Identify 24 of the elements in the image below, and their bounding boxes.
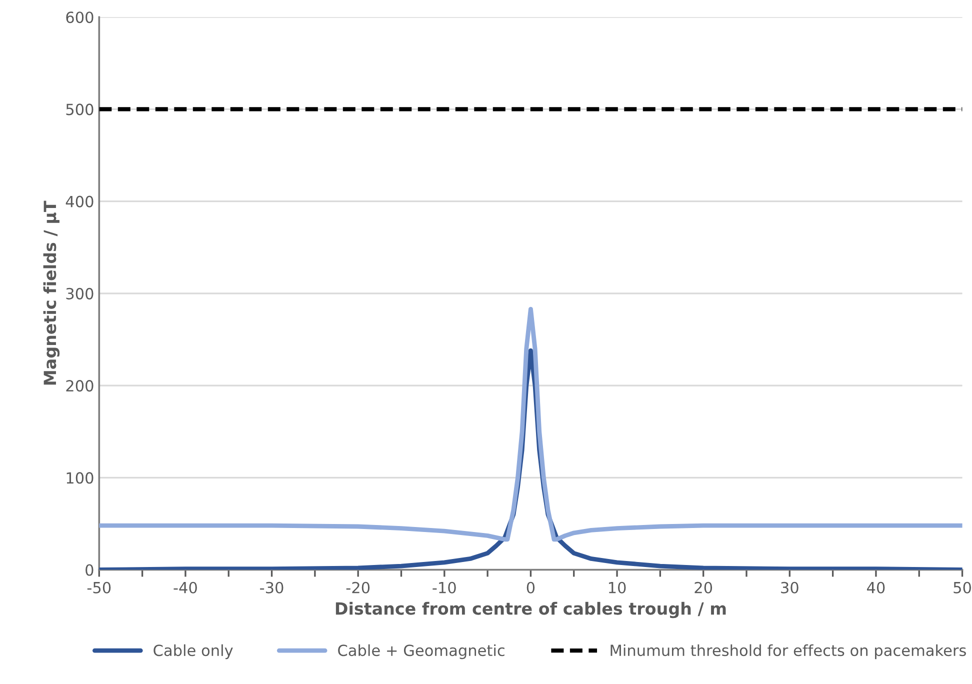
x-tick-label: 0 <box>526 582 535 594</box>
x-tick-label: -40 <box>174 582 197 594</box>
x-tick-label: 20 <box>694 582 712 594</box>
legend-label: Cable only <box>154 644 233 660</box>
line-series <box>99 306 962 542</box>
y-tick-label: 0 <box>86 564 94 576</box>
legend-label: Cable + Geomagnetic <box>338 644 504 660</box>
y-tick-label: 200 <box>66 380 94 392</box>
x-axis-title: Distance from centre of cables trough / m <box>336 602 726 618</box>
legend-label: Minumum threshold for effects on pacemakers <box>610 644 966 660</box>
y-tick-label: 500 <box>66 104 94 116</box>
x-tick-label: -20 <box>346 582 370 594</box>
x-tick-label: 50 <box>954 582 971 594</box>
x-tick-label: 10 <box>608 582 626 594</box>
y-axis-title: Magnetic fields / µT <box>43 200 60 385</box>
y-tick-label: 100 <box>66 472 94 484</box>
x-tick-label: 30 <box>781 582 798 594</box>
x-tick-label: -30 <box>260 582 284 594</box>
x-tick-label: -10 <box>432 582 456 594</box>
y-tick-label: 600 <box>66 12 94 24</box>
x-tick-label: -50 <box>87 582 111 594</box>
x-tick-label: 40 <box>866 582 885 594</box>
y-tick-label: 300 <box>66 288 94 300</box>
y-tick-label: 400 <box>66 196 94 208</box>
